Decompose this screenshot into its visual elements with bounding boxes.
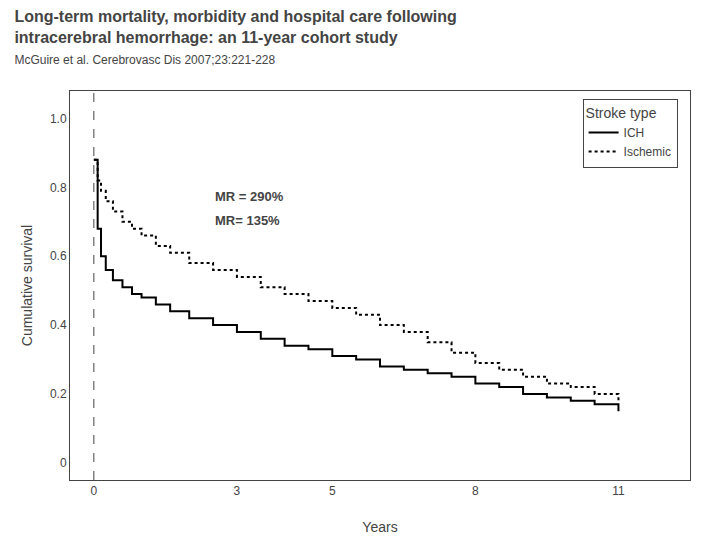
svg-text:Ischemic: Ischemic xyxy=(624,145,671,159)
svg-text:0.8: 0.8 xyxy=(50,181,67,195)
svg-text:3: 3 xyxy=(234,484,241,498)
svg-text:Cumulative survival: Cumulative survival xyxy=(19,225,35,346)
svg-text:Years: Years xyxy=(362,519,397,535)
svg-text:MR = 290%: MR = 290% xyxy=(215,189,284,204)
svg-text:11: 11 xyxy=(612,484,625,498)
svg-text:0.2: 0.2 xyxy=(50,387,67,401)
svg-text:8: 8 xyxy=(472,484,479,498)
svg-text:Stroke type: Stroke type xyxy=(586,105,657,121)
svg-text:1.0: 1.0 xyxy=(50,112,67,126)
svg-text:0.4: 0.4 xyxy=(50,318,67,332)
svg-text:5: 5 xyxy=(329,484,336,498)
svg-text:0.6: 0.6 xyxy=(50,249,67,263)
svg-text:0: 0 xyxy=(60,456,67,470)
svg-text:Long-term mortality, morbidity: Long-term mortality, morbidity and hospi… xyxy=(14,8,456,67)
svg-text:ICH: ICH xyxy=(624,126,645,140)
svg-text:0: 0 xyxy=(91,484,98,498)
svg-text:MR= 135%: MR= 135% xyxy=(215,213,280,228)
